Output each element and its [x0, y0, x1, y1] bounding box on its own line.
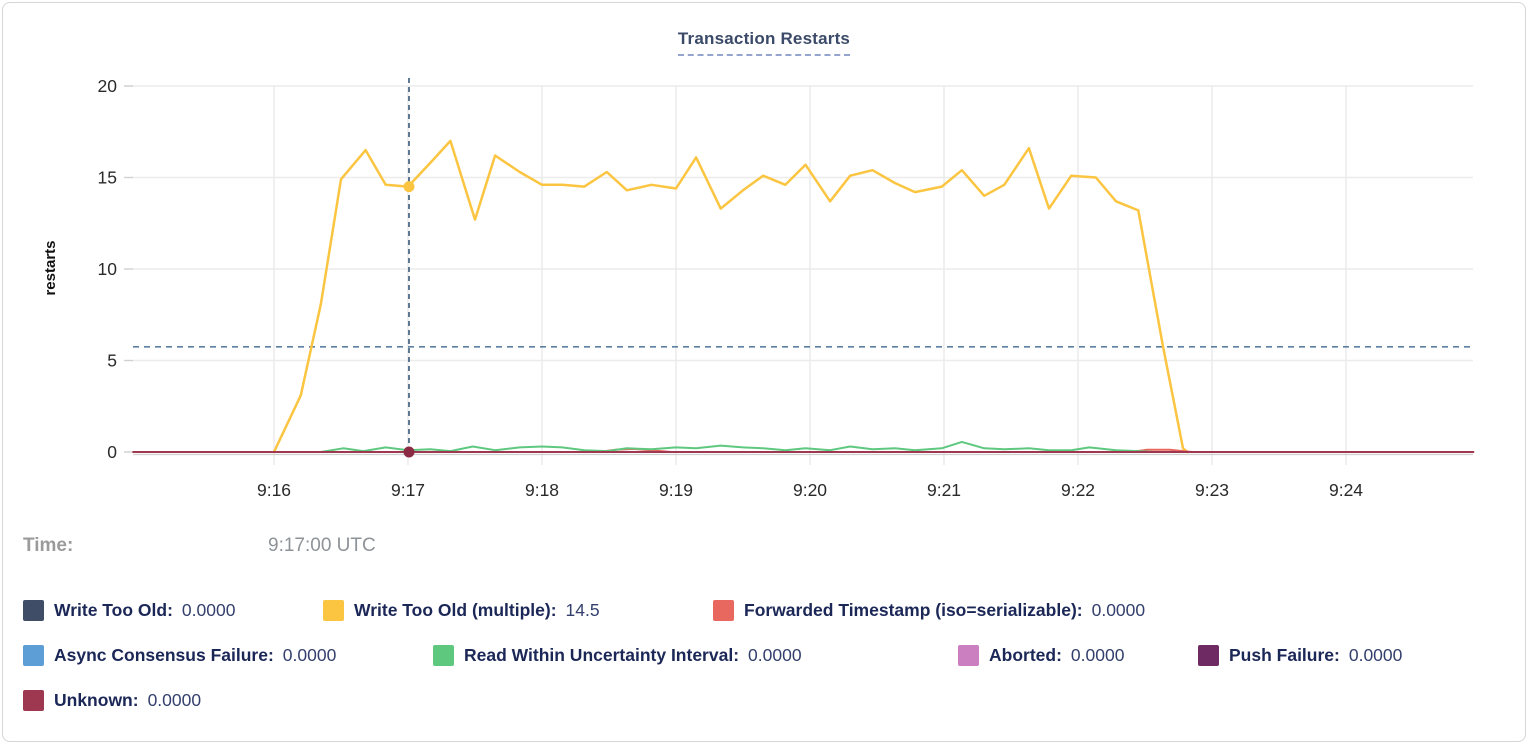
- chart-title[interactable]: Transaction Restarts: [677, 29, 851, 56]
- series-color-swatch: [23, 600, 44, 621]
- series-label: Write Too Old (multiple):: [354, 600, 557, 620]
- crosshair-dot-yellow: [403, 181, 415, 193]
- y-tick-label: 15: [98, 168, 117, 188]
- series-color-swatch: [23, 645, 44, 666]
- legend-item-write-too-old[interactable]: Write Too Old: 0.0000: [23, 600, 323, 621]
- series-color-swatch: [713, 600, 734, 621]
- series-color-swatch: [23, 690, 44, 711]
- x-tick-label: 9:19: [659, 480, 693, 500]
- legend-item-unknown[interactable]: Unknown: 0.0000: [23, 690, 201, 711]
- legend-item-write-too-old-multiple[interactable]: Write Too Old (multiple): 14.5: [323, 600, 713, 621]
- x-tick-label: 9:22: [1061, 480, 1095, 500]
- series-color-swatch: [323, 600, 344, 621]
- series-label: Unknown:: [54, 690, 139, 710]
- tooltip-time-value: 9:17:00 UTC: [268, 535, 376, 556]
- legend-row: Async Consensus Failure: 0.0000 Read Withi…: [23, 633, 1515, 678]
- x-tick-label: 9:20: [793, 480, 827, 500]
- series-line: [272, 139, 1189, 454]
- chart-legend: Write Too Old: 0.0000 Write Too Old (multi…: [23, 588, 1515, 723]
- legend-item-read-within-uncertainty-interval[interactable]: Read Within Uncertainty Interval: 0.0000: [433, 645, 958, 666]
- series-label: Push Failure:: [1229, 645, 1340, 665]
- series-value: 0.0000: [147, 690, 202, 710]
- series-value: 0.0000: [1070, 645, 1125, 665]
- series-label: Aborted:: [989, 645, 1062, 665]
- legend-item-forwarded-timestamp-iso-serializable[interactable]: Forwarded Timestamp (iso=serializable): 0…: [713, 600, 1145, 621]
- x-tick-label: 9:18: [525, 480, 559, 500]
- tooltip-time-label: Time:: [23, 535, 74, 556]
- x-tick-label: 9:21: [927, 480, 961, 500]
- series-value: 0.0000: [748, 645, 802, 665]
- series-label: Read Within Uncertainty Interval:: [464, 645, 740, 665]
- y-tick-label: 10: [98, 259, 118, 279]
- crosshair-dot-maroon: [403, 446, 415, 458]
- series-value: 0.0000: [1091, 600, 1146, 620]
- series-label: Async Consensus Failure:: [54, 645, 274, 665]
- series-color-swatch: [958, 645, 979, 666]
- series-value: 0.0000: [282, 645, 337, 665]
- legend-item-async-consensus-failure[interactable]: Async Consensus Failure: 0.0000: [23, 645, 433, 666]
- series-label: Forwarded Timestamp (iso=serializable):: [744, 600, 1083, 620]
- chart-plot-area[interactable]: 0 5 10 15 20 9:16 9:17 9:18 9:19 9:20 9:21 9:22 9:23…: [3, 63, 1526, 523]
- y-axis-title: restarts: [42, 240, 59, 295]
- series-color-swatch: [1198, 645, 1219, 666]
- tooltip-time-row: Time: 9:17:00 UTC: [23, 535, 376, 557]
- series-value: 14.5: [565, 600, 600, 620]
- legend-row: Write Too Old: 0.0000 Write Too Old (multi…: [23, 588, 1515, 633]
- y-tick-label: 0: [107, 442, 117, 462]
- y-tick-label: 5: [107, 351, 117, 371]
- y-tick-label: 20: [98, 76, 118, 96]
- series-color-swatch: [433, 645, 454, 666]
- x-tick-label: 9:24: [1329, 480, 1363, 500]
- legend-item-push-failure[interactable]: Push Failure: 0.0000: [1198, 645, 1402, 666]
- x-tick-label: 9:17: [391, 480, 425, 500]
- series-value: 0.0000: [1348, 645, 1403, 665]
- x-tick-label: 9:16: [257, 480, 291, 500]
- legend-row: Unknown: 0.0000: [23, 678, 1515, 723]
- chart-header: Transaction Restarts: [3, 29, 1525, 56]
- x-tick-label: 9:23: [1195, 480, 1229, 500]
- legend-item-aborted[interactable]: Aborted: 0.0000: [958, 645, 1198, 666]
- series-line: [319, 440, 1155, 453]
- series-label: Write Too Old:: [54, 600, 173, 620]
- series-value: 0.0000: [181, 600, 236, 620]
